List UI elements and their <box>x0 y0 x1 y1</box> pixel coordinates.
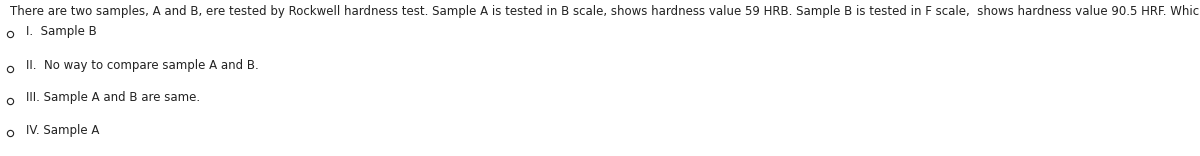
Text: III. Sample A and B are same.: III. Sample A and B are same. <box>26 91 200 104</box>
Text: IV. Sample A: IV. Sample A <box>26 124 100 137</box>
Text: There are two samples, A and B, ere tested by Rockwell hardness test. Sample A i: There are two samples, A and B, ere test… <box>10 5 1200 18</box>
Text: I.  Sample B: I. Sample B <box>26 25 97 38</box>
Text: II.  No way to compare sample A and B.: II. No way to compare sample A and B. <box>26 59 259 72</box>
